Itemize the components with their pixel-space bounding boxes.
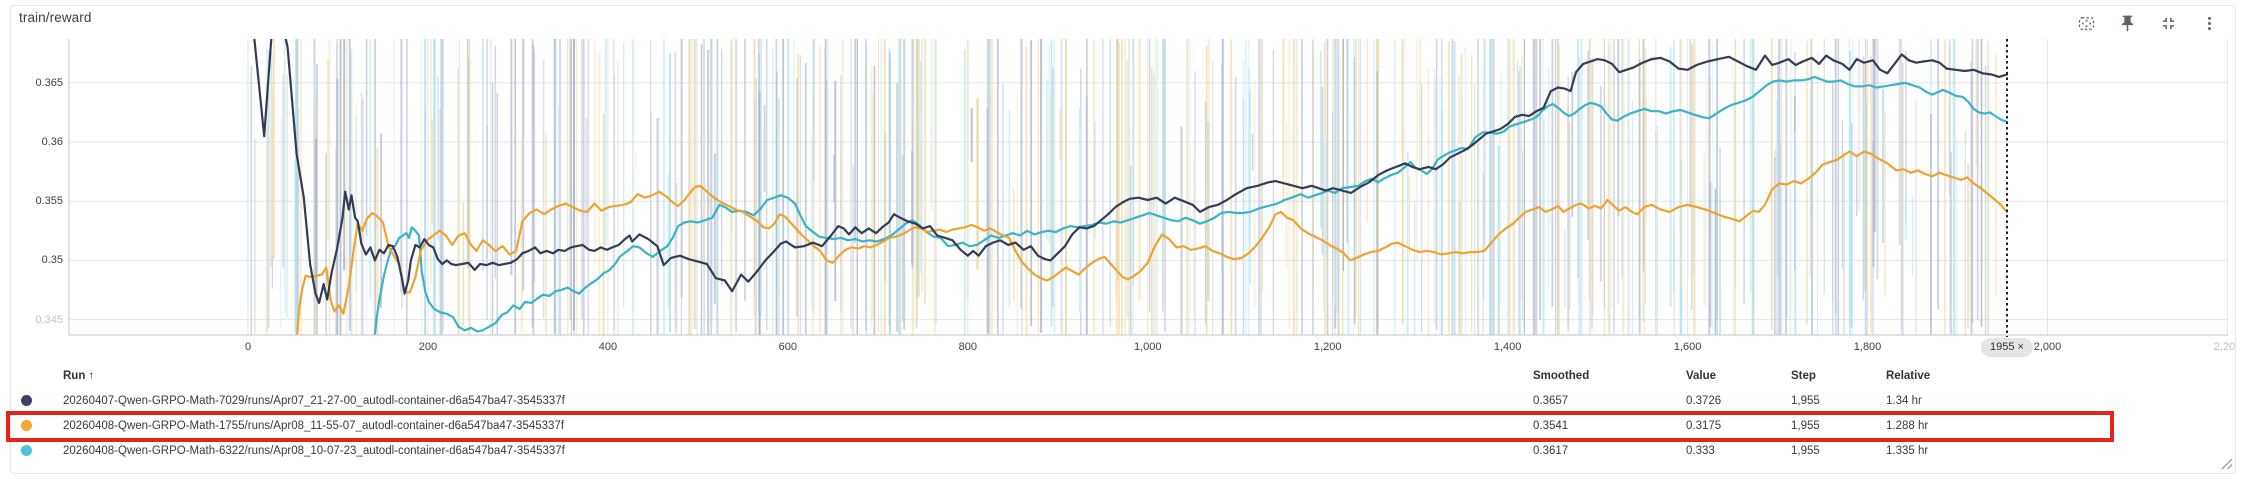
chart-panel-card: train/reward bbox=[10, 5, 2236, 474]
x-tick-label: 400 bbox=[598, 341, 618, 353]
more-options-button[interactable] bbox=[2200, 14, 2219, 33]
step-value: 1,955 bbox=[1791, 394, 1820, 407]
column-header-run-sort[interactable]: Run ↑ bbox=[63, 369, 95, 382]
x-tick-label: 0 bbox=[244, 341, 252, 353]
fit-to-data-button[interactable] bbox=[2077, 14, 2096, 33]
run-color-cell bbox=[11, 420, 63, 431]
relative-time: 1.288 hr bbox=[1886, 419, 1929, 432]
series-line-run-2 bbox=[295, 150, 2009, 335]
series-lines bbox=[253, 39, 2009, 335]
run-color-dot bbox=[21, 395, 32, 406]
x-tick-label: 800 bbox=[958, 341, 977, 353]
column-header: Value bbox=[1686, 369, 1717, 382]
pin-button[interactable] bbox=[2118, 14, 2137, 33]
y-tick-label: 0.345 bbox=[35, 313, 63, 326]
series-line-run-3 bbox=[373, 75, 2009, 335]
run-color-cell bbox=[11, 395, 63, 406]
relative-time: 1.335 hr bbox=[1886, 444, 1929, 457]
table-row[interactable]: 20260407-Qwen-GRPO-Math-7029/runs/Apr07_… bbox=[11, 388, 2235, 413]
run-name[interactable]: 20260408-Qwen-GRPO-Math-6322/runs/Apr08_… bbox=[63, 444, 565, 457]
y-tick-label: 0.355 bbox=[35, 195, 63, 208]
column-header: Relative bbox=[1886, 369, 1931, 382]
last-value: 0.333 bbox=[1686, 444, 1715, 457]
x-tick-label: 1,400 bbox=[1493, 341, 1522, 353]
x-tick-label: 1,200 bbox=[1313, 341, 1342, 353]
runs-table: Run ↑ Smoothed Value Step Relative 20260407-Q… bbox=[11, 363, 2235, 463]
panel-toolbar bbox=[2077, 14, 2219, 33]
x-tick-label: 200 bbox=[418, 341, 438, 353]
smoothed-value: 0.3617 bbox=[1533, 444, 1569, 457]
smoothed-value: 0.3541 bbox=[1533, 419, 1569, 432]
pin-icon bbox=[2121, 15, 2134, 32]
x-tick-label: 1,000 bbox=[1133, 341, 1162, 353]
run-color-dot bbox=[21, 420, 32, 431]
column-header: Step bbox=[1791, 369, 1816, 382]
y-tick-label: 0.35 bbox=[41, 254, 63, 267]
chart-canvas[interactable] bbox=[10, 5, 2236, 474]
smoothed-value: 0.3657 bbox=[1533, 394, 1569, 407]
collapse-button[interactable] bbox=[2159, 14, 2178, 33]
y-tick-label: 0.365 bbox=[35, 76, 63, 89]
run-name[interactable]: 20260408-Qwen-GRPO-Math-1755/runs/Apr08_… bbox=[63, 419, 565, 432]
run-color-cell bbox=[11, 445, 63, 456]
kebab-menu-icon bbox=[2207, 16, 2212, 31]
raw-data-lines bbox=[247, 39, 1997, 335]
resize-handle[interactable] bbox=[2220, 457, 2233, 470]
run-name[interactable]: 20260407-Qwen-GRPO-Math-7029/runs/Apr07_… bbox=[63, 394, 565, 407]
table-row[interactable]: 20260408-Qwen-GRPO-Math-6322/runs/Apr08_… bbox=[11, 438, 2235, 463]
run-color-dot bbox=[21, 445, 32, 456]
cursor-step-pill: 1955 × bbox=[1981, 338, 2033, 357]
y-tick-label: 0.36 bbox=[41, 136, 63, 148]
fullscreen-exit-icon bbox=[2162, 17, 2175, 30]
step-value: 1,955 bbox=[1791, 419, 1820, 432]
table-row[interactable]: 20260408-Qwen-GRPO-Math-1755/runs/Apr08_… bbox=[11, 413, 2235, 438]
x-tick-label: 2,200 bbox=[2213, 341, 2236, 353]
last-value: 0.3726 bbox=[1686, 394, 1722, 407]
column-header: Smoothed bbox=[1533, 369, 1590, 382]
fit-to-data-icon bbox=[2078, 17, 2095, 30]
x-tick-label: 600 bbox=[778, 341, 798, 353]
table-header-row: Run ↑ Smoothed Value Step Relative bbox=[11, 363, 2235, 388]
panel-title: train/reward bbox=[19, 10, 92, 25]
x-tick-label: 1,600 bbox=[1673, 341, 1702, 353]
x-tick-label: 1,800 bbox=[1853, 341, 1882, 353]
relative-time: 1.34 hr bbox=[1886, 394, 1922, 407]
last-value: 0.3175 bbox=[1686, 419, 1722, 432]
series-line-run-1 bbox=[253, 39, 2009, 305]
x-tick-label: 2,000 bbox=[2033, 341, 2062, 353]
step-value: 1,955 bbox=[1791, 444, 1820, 457]
